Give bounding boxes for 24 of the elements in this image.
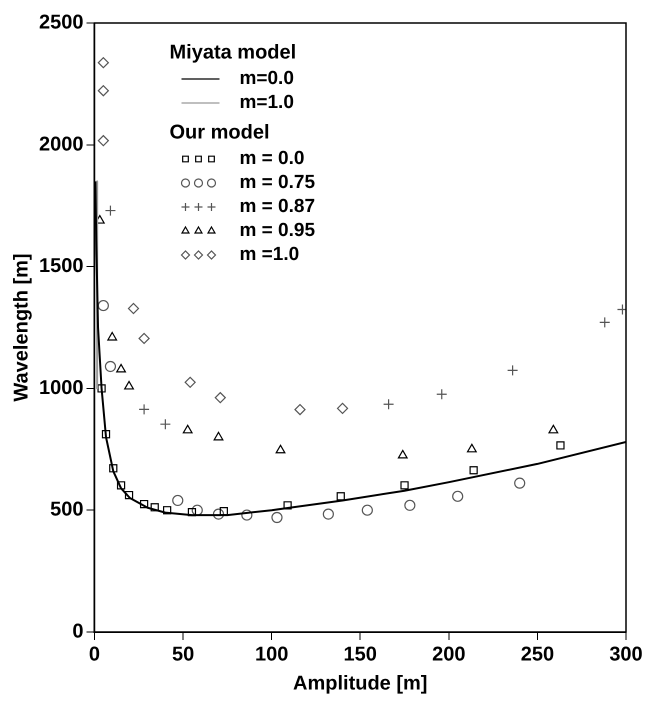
y-tick-label: 2500 (38, 12, 84, 34)
legend-label: m=1.0 (239, 92, 294, 114)
y-tick-label: 0 (72, 620, 84, 643)
legend-label: m =1.0 (239, 244, 300, 266)
x-tick-label: 250 (520, 644, 554, 666)
legend-label: m = 0.0 (239, 148, 304, 170)
legend-label: m = 0.95 (239, 220, 316, 242)
x-tick-label: 100 (254, 644, 288, 666)
y-tick-label: 1500 (38, 255, 84, 278)
annotation: Our model (169, 122, 270, 144)
x-tick-label: 0 (88, 644, 100, 666)
x-tick-label: 50 (172, 644, 194, 666)
x-tick-label: 300 (609, 644, 643, 666)
y-tick-label: 500 (50, 498, 84, 521)
legend-label: m = 0.87 (239, 196, 316, 218)
legend-label: m=0.0 (239, 68, 294, 90)
y-tick-label: 1000 (38, 376, 84, 399)
x-tick-label: 150 (344, 644, 377, 666)
x-axis-title: Amplitude [m] (293, 672, 428, 695)
annotation: Miyata model (169, 42, 296, 64)
y-axis-title: Wavelength [m] (10, 253, 33, 402)
x-tick-label: 200 (432, 644, 466, 666)
legend-label: m = 0.75 (239, 172, 316, 194)
y-tick-label: 2000 (38, 133, 84, 156)
